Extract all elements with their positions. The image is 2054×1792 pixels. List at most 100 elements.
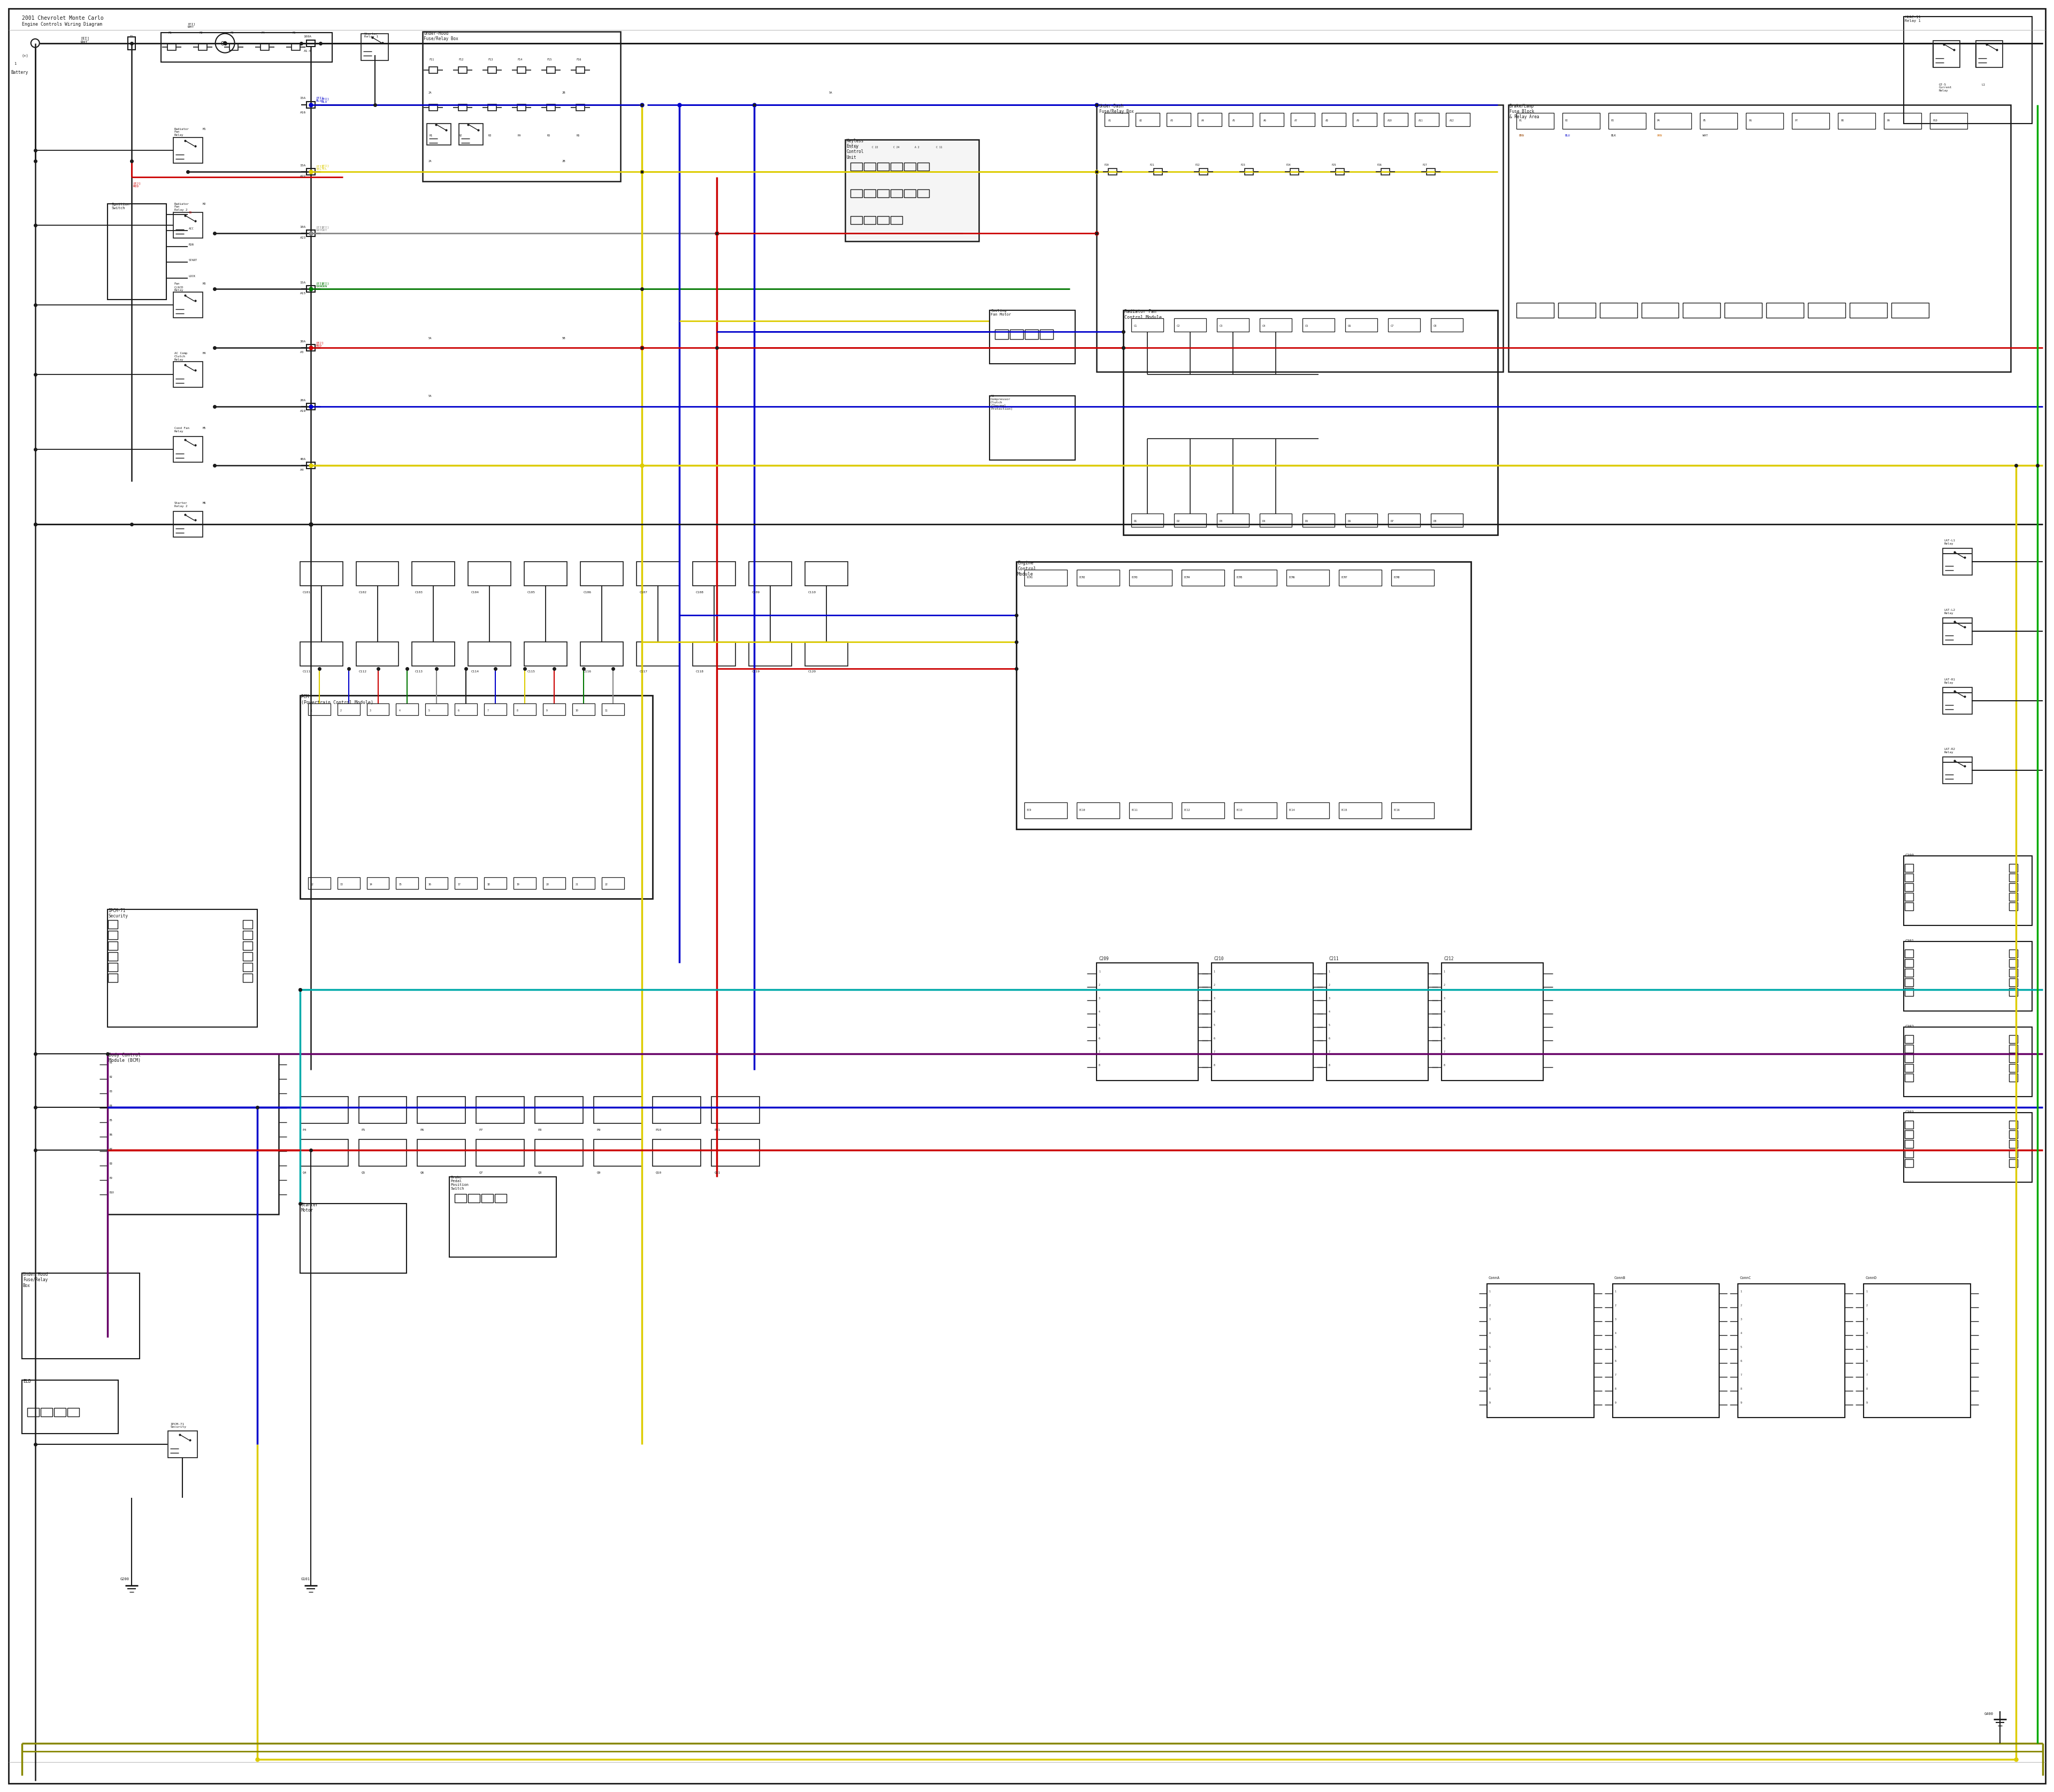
- Text: [EJ]
RED: [EJ] RED: [134, 183, 142, 188]
- Bar: [2009, 903, 2017, 910]
- Text: A22: A22: [300, 174, 306, 177]
- Bar: [1641, 303, 1678, 317]
- Bar: [542, 704, 565, 715]
- Text: G101: G101: [302, 1577, 310, 1581]
- Text: C210: C210: [1214, 957, 1224, 961]
- Bar: [41, 1409, 51, 1416]
- Text: F20: F20: [1105, 163, 1109, 167]
- Bar: [1904, 978, 1914, 986]
- Bar: [1943, 618, 1972, 645]
- Text: C 11: C 11: [937, 145, 943, 149]
- Bar: [904, 163, 916, 170]
- Text: 15A: 15A: [300, 165, 306, 167]
- Bar: [1389, 319, 1419, 332]
- Text: 15A: 15A: [300, 97, 306, 99]
- Bar: [417, 1097, 466, 1124]
- Text: A6: A6: [1263, 118, 1267, 122]
- Text: EC14: EC14: [1290, 808, 1296, 812]
- Bar: [306, 287, 314, 292]
- Bar: [1943, 688, 1972, 715]
- Bar: [337, 704, 359, 715]
- Bar: [1600, 303, 1637, 317]
- Bar: [1109, 168, 1117, 174]
- Bar: [337, 878, 359, 889]
- Text: A2: A2: [1140, 118, 1142, 122]
- Bar: [1608, 113, 1645, 129]
- Bar: [1025, 330, 1037, 339]
- Bar: [1234, 803, 1278, 819]
- Bar: [300, 1140, 347, 1167]
- Text: 5A: 5A: [830, 91, 832, 93]
- Bar: [1516, 113, 1553, 129]
- Text: P9: P9: [1888, 118, 1890, 122]
- Text: C112: C112: [359, 670, 368, 674]
- Text: F15: F15: [546, 57, 553, 61]
- Text: AC Comp
Clutch
Relay: AC Comp Clutch Relay: [175, 353, 187, 360]
- Text: C6: C6: [1347, 324, 1352, 328]
- Bar: [300, 1097, 347, 1124]
- Text: IPCM-71
Security: IPCM-71 Security: [170, 1423, 187, 1428]
- Bar: [242, 962, 253, 971]
- Text: LAT-L1
Relay: LAT-L1 Relay: [1943, 539, 1955, 545]
- Bar: [850, 190, 863, 197]
- Text: C117: C117: [639, 670, 647, 674]
- Bar: [368, 878, 388, 889]
- Text: 5A: 5A: [427, 337, 431, 340]
- Bar: [877, 215, 889, 224]
- Text: P10: P10: [655, 1129, 661, 1131]
- Text: C 22: C 22: [873, 145, 879, 149]
- Text: WHT: WHT: [1703, 134, 1709, 136]
- Text: P8: P8: [1840, 118, 1844, 122]
- Bar: [481, 1193, 493, 1202]
- Text: C108: C108: [696, 591, 705, 593]
- Text: B4: B4: [109, 1104, 113, 1107]
- Bar: [877, 190, 889, 197]
- Bar: [1415, 113, 1438, 125]
- Text: C2: C2: [1177, 324, 1181, 328]
- Text: ACC: ACC: [189, 228, 193, 229]
- Text: 15A: 15A: [300, 281, 306, 285]
- Bar: [160, 32, 333, 63]
- Text: ECM8: ECM8: [1395, 577, 1401, 579]
- Text: ECM7: ECM7: [1341, 577, 1347, 579]
- Bar: [485, 704, 507, 715]
- Text: M5: M5: [203, 426, 205, 430]
- Bar: [458, 66, 466, 73]
- Text: Engine
Control
Module: Engine Control Module: [1017, 561, 1035, 577]
- Bar: [2009, 1036, 2017, 1043]
- Bar: [2009, 969, 2017, 977]
- Bar: [2009, 1131, 2017, 1138]
- Bar: [1904, 950, 1914, 957]
- Text: F3: F3: [230, 32, 234, 34]
- Text: Cond Fan
Relay: Cond Fan Relay: [175, 426, 189, 434]
- Bar: [1302, 514, 1335, 527]
- Text: LAT-R1
Relay: LAT-R1 Relay: [1943, 679, 1955, 685]
- Bar: [423, 32, 620, 181]
- Bar: [2009, 1054, 2017, 1063]
- Bar: [1904, 873, 1914, 882]
- Text: F21: F21: [1150, 163, 1154, 167]
- Bar: [514, 878, 536, 889]
- Text: C114: C114: [470, 670, 479, 674]
- Bar: [173, 292, 203, 317]
- Bar: [242, 919, 253, 928]
- Bar: [577, 104, 585, 111]
- Bar: [413, 563, 454, 586]
- Text: F1: F1: [168, 32, 173, 34]
- Text: D4: D4: [1263, 520, 1265, 523]
- Bar: [1011, 330, 1023, 339]
- Text: C209: C209: [1099, 957, 1109, 961]
- Bar: [1105, 113, 1128, 125]
- Text: B2: B2: [109, 1075, 113, 1079]
- Bar: [1612, 1283, 1719, 1417]
- Text: F14: F14: [518, 57, 522, 61]
- Text: D3: D3: [1220, 520, 1222, 523]
- Bar: [306, 102, 314, 108]
- Bar: [489, 66, 497, 73]
- Bar: [242, 952, 253, 961]
- Bar: [542, 878, 565, 889]
- Text: P9: P9: [596, 1129, 600, 1131]
- Bar: [1354, 113, 1376, 125]
- Text: R5: R5: [546, 134, 550, 136]
- Bar: [2009, 883, 2017, 891]
